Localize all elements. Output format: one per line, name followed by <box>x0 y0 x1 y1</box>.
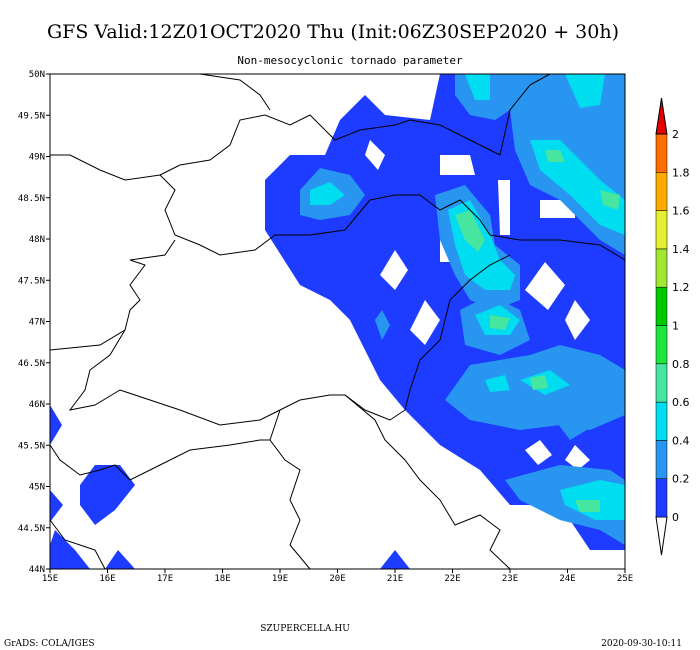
y-tick-label: 50N <box>29 70 45 80</box>
x-tick-label: 18E <box>214 574 230 584</box>
colorbar-box <box>655 172 668 211</box>
colorbar-label: 0.4 <box>672 434 690 447</box>
colorbar-label: 1.4 <box>672 243 690 256</box>
subtitle: Non-mesocyclonic tornado parameter <box>237 54 463 67</box>
colorbar-box <box>655 440 668 479</box>
colorbar-label: 0.2 <box>672 473 690 486</box>
colorbar-box <box>655 401 668 441</box>
x-tick-label: 25E <box>617 574 633 584</box>
colorbar-box <box>655 210 668 250</box>
x-tick-label: 17E <box>157 574 173 584</box>
colorbar-label: 1.6 <box>672 205 690 218</box>
colorbar-label: 2 <box>672 128 679 141</box>
x-tick-label: 19E <box>272 574 288 584</box>
colorbar-box <box>655 363 668 403</box>
colorbar-label: 0.6 <box>672 396 690 409</box>
colorbar-box <box>655 325 668 365</box>
y-tick-label: 46.5N <box>18 359 45 369</box>
colorbar-label: 1 <box>672 320 679 333</box>
y-tick-label: 44N <box>29 565 45 575</box>
colorbar-box <box>655 286 668 326</box>
axis-ticks: 15E 16E 17E 18E 19E 20E 21E 22E 23E 24E 25E 44N 44.5… <box>18 70 633 584</box>
y-tick-label: 46N <box>29 400 45 410</box>
colorbar: 0 0.2 0.4 0.6 0.8 1 1.2 1.4 1.6 1.8 2 <box>655 97 690 556</box>
footer-center: SZUPERCELLA.HU <box>260 624 350 634</box>
x-tick-label: 21E <box>387 574 403 584</box>
footer-left: GrADS: COLA/IGES <box>4 639 95 649</box>
colorbar-under <box>655 516 668 556</box>
y-tick-label: 48N <box>29 235 45 245</box>
y-tick-label: 44.5N <box>18 524 45 534</box>
colorbar-over <box>655 97 668 135</box>
y-tick-label: 48.5N <box>18 194 45 204</box>
y-tick-label: 47.5N <box>18 276 45 286</box>
colorbar-box <box>655 478 668 518</box>
colorbar-label: 1.8 <box>672 166 690 179</box>
colorbar-label: 0 <box>672 511 679 524</box>
y-tick-label: 45.5N <box>18 441 45 451</box>
borders <box>49 73 626 570</box>
x-tick-label: 24E <box>559 574 575 584</box>
colorbar-label: 1.2 <box>672 281 690 294</box>
x-tick-label: 15E <box>42 574 58 584</box>
y-tick-label: 49N <box>29 153 45 163</box>
y-tick-label: 47N <box>29 318 45 328</box>
y-tick-label: 49.5N <box>18 111 45 121</box>
x-tick-label: 22E <box>444 574 460 584</box>
y-tick-label: 45N <box>29 483 45 493</box>
x-tick-label: 16E <box>99 574 115 584</box>
colorbar-box <box>655 248 668 288</box>
footer-right: 2020-09-30-10:11 <box>601 639 682 649</box>
field <box>50 74 625 569</box>
x-tick-label: 20E <box>329 574 345 584</box>
x-tick-label: 23E <box>502 574 518 584</box>
colorbar-label: 0.8 <box>672 358 690 371</box>
colorbar-box <box>655 133 668 173</box>
title: GFS Valid:12Z01OCT2020 Thu (Init:06Z30SE… <box>47 21 619 43</box>
